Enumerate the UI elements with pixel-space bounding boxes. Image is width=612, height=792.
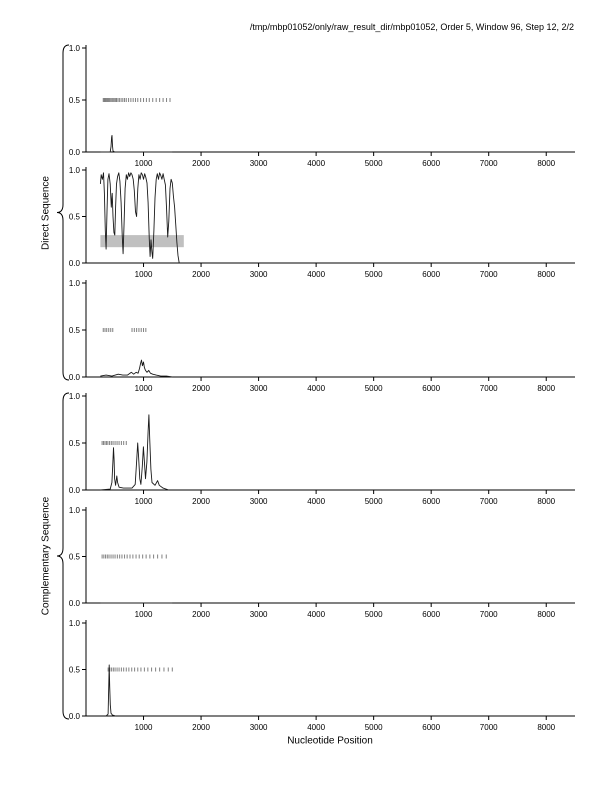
x-tick-label: 3000 [250,610,268,619]
y-tick-label: 0.0 [69,373,81,382]
match-markers [101,554,167,559]
y-tick-label: 1.0 [69,166,81,175]
x-tick-label: 3000 [250,723,268,732]
x-tick-label: 7000 [480,610,498,619]
y-tick-label: 1.0 [69,506,81,515]
series-line [100,359,173,378]
x-tick-label: 7000 [480,723,498,732]
x-tick-label: 1000 [135,723,153,732]
x-tick-label: 2000 [192,384,210,393]
x-tick-label: 1000 [135,610,153,619]
match-markers [101,441,127,445]
x-tick-label: 2000 [192,497,210,506]
y-tick-label: 1.0 [69,279,81,288]
series-line [100,414,169,491]
y-tick-label: 0.0 [69,148,81,157]
y-tick-label: 0.5 [69,326,81,335]
x-tick-label: 8000 [537,497,555,506]
x-tick-label: 3000 [250,159,268,168]
x-tick-label: 4000 [307,384,325,393]
highlight-band [100,235,184,248]
x-tick-label: 4000 [307,723,325,732]
brace-direct-sequence [56,44,70,381]
x-tick-label: 1000 [135,159,153,168]
group-label-direct-sequence: Direct Sequence [40,176,52,250]
x-tick-label: 3000 [250,497,268,506]
figure-title: /tmp/mbp01052/only/raw_result_dir/mbp010… [249,22,574,32]
y-tick-label: 0.5 [69,666,81,675]
x-tick-label: 6000 [422,723,440,732]
x-tick-label: 8000 [537,723,555,732]
x-tick-label: 5000 [365,497,383,506]
x-tick-label: 8000 [537,610,555,619]
x-tick-label: 6000 [422,270,440,279]
group-label-complementary-sequence: Complementary Sequence [40,496,52,616]
x-tick-label: 7000 [480,497,498,506]
panel-complementary-3: 0.0 0.5 1.0 1000 2000 3000 4000 5000 6000 7000 800… [69,619,575,732]
y-tick-label: 1.0 [69,619,81,628]
x-tick-label: 7000 [480,159,498,168]
x-tick-label: 8000 [537,159,555,168]
x-tick-label: 8000 [537,270,555,279]
x-tick-label: 6000 [422,384,440,393]
x-tick-label: 4000 [307,159,325,168]
y-tick-label: 1.0 [69,44,81,53]
x-tick-label: 7000 [480,270,498,279]
x-tick-label: 6000 [422,610,440,619]
x-tick-label: 5000 [365,610,383,619]
y-tick-label: 0.5 [69,96,81,105]
match-markers [102,98,171,102]
y-tick-label: 1.0 [69,392,81,401]
x-tick-label: 2000 [192,610,210,619]
y-tick-label: 0.0 [69,486,81,495]
x-tick-label: 1000 [135,270,153,279]
series-line [105,664,117,717]
x-tick-label: 4000 [307,497,325,506]
x-tick-label: 4000 [307,610,325,619]
y-tick-label: 0.5 [69,213,81,222]
panel-complementary-2: 0.0 0.5 1.0 1000 2000 3000 4000 5000 6000 7000 800… [69,506,575,619]
x-tick-label: 2000 [192,159,210,168]
panel-direct-3: 0.0 0.5 1.0 1000 2000 3000 4000 5000 6000 7000 800… [69,279,575,393]
match-markers [107,667,173,672]
x-tick-label: 7000 [480,384,498,393]
x-tick-label: 4000 [307,270,325,279]
series-line [100,134,173,153]
x-tick-label: 2000 [192,723,210,732]
panel-direct-1: 0.0 0.5 1.0 1000 2000 3000 4000 5000 6000 7000 800… [69,44,575,168]
panel-direct-2: 0.0 0.5 1.0 1000 2000 3000 4000 5000 6000 7000 800… [69,166,575,279]
x-tick-label: 5000 [365,159,383,168]
y-tick-label: 0.5 [69,553,81,562]
x-tick-label: 5000 [365,723,383,732]
y-tick-label: 0.0 [69,599,81,608]
x-axis-title: Nucleotide Position [287,735,373,747]
x-tick-label: 5000 [365,384,383,393]
y-tick-label: 0.5 [69,439,81,448]
match-markers [102,328,147,332]
brace-complementary-sequence [56,392,70,720]
x-tick-label: 1000 [135,384,153,393]
x-tick-label: 5000 [365,270,383,279]
panel-complementary-1: 0.0 0.5 1.0 1000 2000 3000 4000 5000 6000 7000 800… [69,392,575,506]
x-tick-label: 6000 [422,497,440,506]
y-tick-label: 0.0 [69,712,81,721]
y-tick-label: 0.0 [69,259,81,268]
x-tick-label: 8000 [537,384,555,393]
series-line [99,172,180,264]
x-tick-label: 2000 [192,270,210,279]
x-tick-label: 1000 [135,497,153,506]
x-tick-label: 3000 [250,270,268,279]
x-tick-label: 3000 [250,384,268,393]
x-tick-label: 6000 [422,159,440,168]
